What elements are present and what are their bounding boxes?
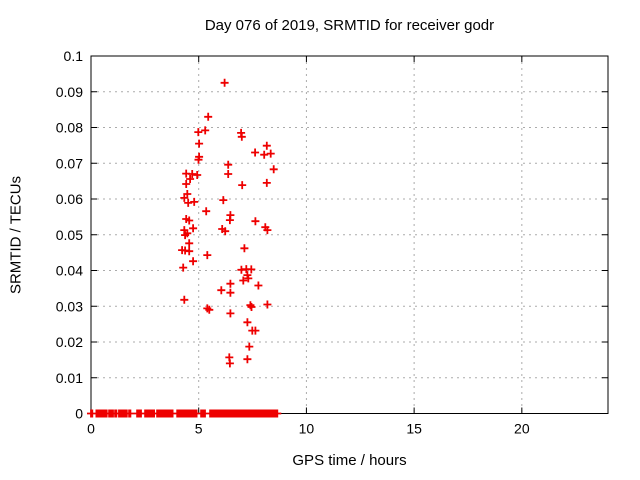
svg-text:0.03: 0.03 xyxy=(56,298,83,314)
svg-text:0: 0 xyxy=(75,406,83,422)
svg-text:0.02: 0.02 xyxy=(56,334,83,350)
svg-text:0.01: 0.01 xyxy=(56,370,83,386)
svg-text:0: 0 xyxy=(87,421,95,437)
chart-title: Day 076 of 2019, SRMTID for receiver god… xyxy=(204,17,495,34)
baseline-points xyxy=(87,409,282,418)
svg-text:0.07: 0.07 xyxy=(56,155,83,171)
svg-text:5: 5 xyxy=(195,421,203,437)
svg-text:15: 15 xyxy=(406,421,422,437)
svg-text:10: 10 xyxy=(299,421,315,437)
svg-text:0.04: 0.04 xyxy=(56,263,83,279)
x-axis-label: GPS time / hours xyxy=(292,452,407,469)
scatter-points xyxy=(178,78,278,368)
svg-text:20: 20 xyxy=(514,421,530,437)
svg-text:0.08: 0.08 xyxy=(56,120,83,136)
svg-text:0.06: 0.06 xyxy=(56,191,83,207)
svg-text:0.09: 0.09 xyxy=(56,84,83,100)
svg-text:0.05: 0.05 xyxy=(56,227,83,243)
svg-text:0.1: 0.1 xyxy=(64,48,84,64)
